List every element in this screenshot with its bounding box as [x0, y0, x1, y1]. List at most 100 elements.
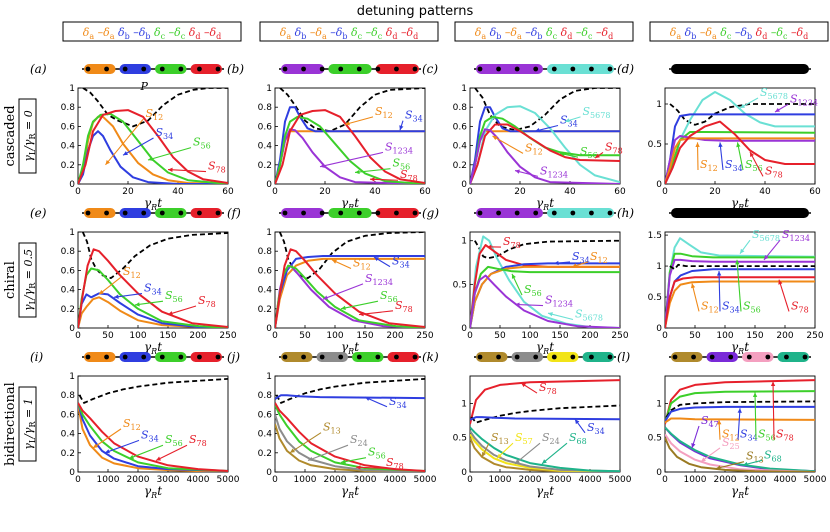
panel-b: (b) 0 20 40 60 0 0.2 0.4 0.6 0.8 1 γRt S12 S34 S1234 S5… [227, 62, 431, 212]
axes-frame [274, 375, 426, 473]
chain-atom [765, 354, 771, 360]
chain-atom [301, 66, 306, 72]
series-label-S12: S12 [146, 107, 164, 122]
chain-atom [122, 210, 128, 216]
series-label-S56: S56 [165, 433, 183, 448]
label-arrowhead [695, 142, 700, 147]
chain-atom [394, 66, 399, 72]
x-tick-label: 0 [662, 187, 668, 197]
panel-e: (e) 0 50 100 150 200 250 0 0.2 0.4 0.6 0.8 1 γRt S12S3… [30, 206, 237, 356]
label-arrowhead [515, 302, 520, 307]
label-arrow [736, 259, 742, 312]
label-arrowhead [370, 177, 375, 182]
chain-atom [215, 354, 221, 360]
series-label-S1234: S1234 [782, 228, 810, 243]
chain-atom [709, 210, 715, 216]
chain-atom [141, 66, 147, 72]
series-S78 [665, 276, 815, 328]
x-tick-label: 0 [75, 475, 81, 485]
label-arrowhead [743, 461, 748, 467]
x-tick-label: 200 [776, 331, 793, 341]
y-tick-label: 0 [266, 468, 272, 478]
chain-atom [375, 354, 381, 360]
x-tick-label: 3000 [744, 475, 767, 485]
series-S78 [78, 402, 228, 472]
chain-atom [412, 210, 418, 216]
chain-atom [159, 354, 165, 360]
label-arrowhead [168, 167, 173, 173]
x-tick-label: 200 [581, 331, 598, 341]
label-P: P [140, 80, 149, 93]
chain-atom [746, 210, 752, 216]
series-label-S12: S12 [701, 299, 719, 314]
x-tick-label: 1000 [294, 475, 317, 485]
label-arrowhead [535, 128, 540, 133]
chain-atom [301, 354, 306, 360]
series-label-S78: S78 [189, 433, 207, 448]
label-arrow [715, 461, 745, 470]
label-arrowhead [486, 244, 492, 250]
panel-label: (d) [617, 62, 634, 76]
series-label-S34: S34 [389, 395, 407, 410]
series-S78 [470, 123, 620, 184]
series-label-S34: S34 [725, 158, 743, 173]
y-tick-label: 0 [461, 324, 467, 334]
panel-label: (i) [30, 350, 44, 364]
label-arrowhead [482, 451, 486, 457]
x-tick-label: 50 [102, 331, 114, 341]
series-label-S1234: S1234 [545, 294, 573, 309]
x-tick-label: 250 [611, 331, 628, 341]
series-S56 [78, 112, 228, 184]
chain-segment [476, 64, 543, 74]
series-S12 [665, 417, 815, 424]
label-arrowhead [148, 156, 153, 161]
legend-row: δa –δa δb –δb δc –δc δd –δd δa δb –δa –δ… [62, 21, 829, 42]
chain-segment [706, 352, 738, 362]
series-label-S68: S68 [569, 431, 587, 446]
axes-frame [664, 231, 816, 329]
chain-atom [728, 210, 734, 216]
chain-segment [511, 352, 543, 362]
series-P [275, 378, 425, 404]
series-label-S12: S12 [722, 428, 740, 443]
y-tick-label: 0.5 [453, 434, 467, 444]
label-arrowhead [752, 392, 758, 398]
label-arrow [691, 283, 700, 312]
chain-atom [197, 354, 202, 360]
chain-atom [691, 66, 696, 72]
chain-atom [514, 210, 520, 216]
label-arrowhead [123, 151, 128, 156]
legend-box-3 [649, 21, 829, 42]
chain-atom [477, 354, 483, 360]
label-arrow [358, 310, 394, 316]
chain-atom [570, 66, 576, 72]
chain-atom [589, 66, 594, 72]
series-label-S12: S12 [123, 417, 141, 432]
x-tick-label: 60 [614, 187, 626, 197]
label-arrowhead [548, 312, 553, 317]
series-label-S34: S34 [572, 250, 590, 265]
label-arrow [134, 300, 164, 306]
label-arrow [128, 444, 164, 460]
label-arrowhead [575, 419, 580, 425]
y-tick-label: 0 [69, 468, 75, 478]
y-tick-label: 0 [266, 324, 272, 334]
panel-label: (l) [617, 350, 631, 364]
row-label-2: bidirectional γL/γR = 1 [3, 382, 37, 466]
panel-label: (c) [422, 62, 438, 76]
label-arrowhead [156, 456, 161, 461]
chain-atom [178, 354, 184, 360]
y-tick-label: 0 [656, 180, 662, 190]
chain-atom [197, 210, 202, 216]
label-arrowhead [356, 465, 361, 470]
series-label-S34: S34 [405, 109, 423, 124]
chain-atom [533, 210, 539, 216]
x-tick-label: 4000 [187, 475, 210, 485]
label-arrowhead [129, 454, 134, 459]
chain-segment [328, 64, 372, 74]
series-label-S34: S34 [144, 282, 162, 297]
x-axis-label: γRt [536, 340, 554, 356]
row-ratio: γL/γR = 0 [22, 110, 37, 161]
chain-atom [691, 354, 696, 360]
